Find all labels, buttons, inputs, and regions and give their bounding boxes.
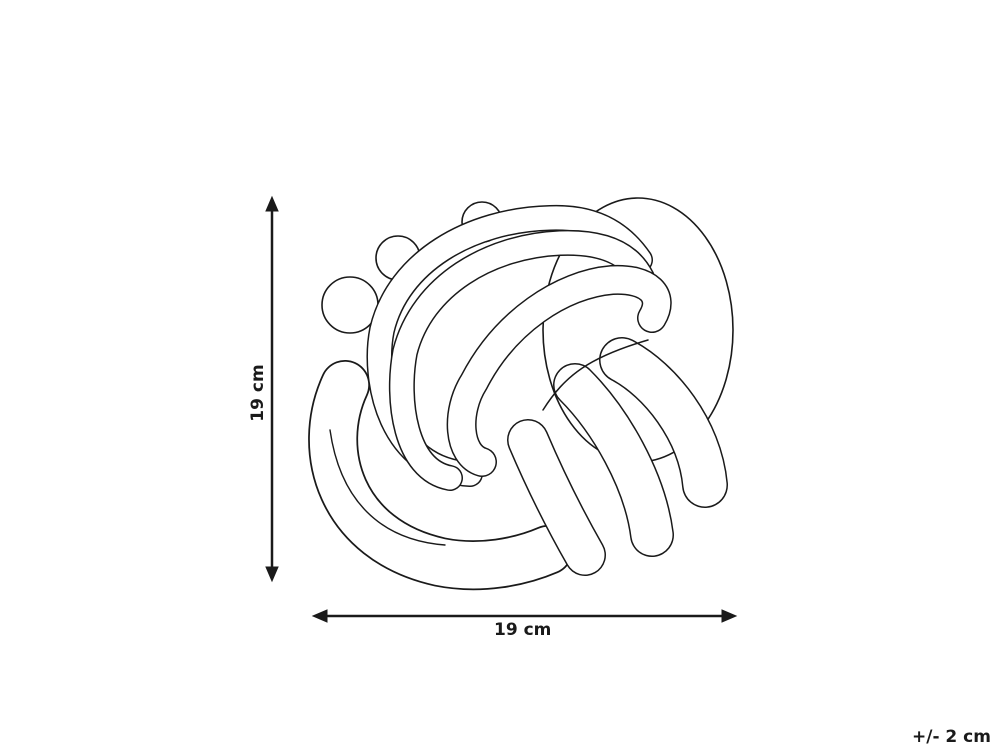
bulb-left xyxy=(321,276,379,334)
arrow-left-icon xyxy=(311,609,328,623)
height-label: 19 cm xyxy=(248,364,268,422)
tolerance-label: +/- 2 cm xyxy=(912,727,991,747)
arrow-down-icon xyxy=(265,566,279,583)
width-label: 19 cm xyxy=(494,620,552,640)
arrow-right-icon xyxy=(721,609,738,623)
arrow-up-icon xyxy=(265,195,279,212)
